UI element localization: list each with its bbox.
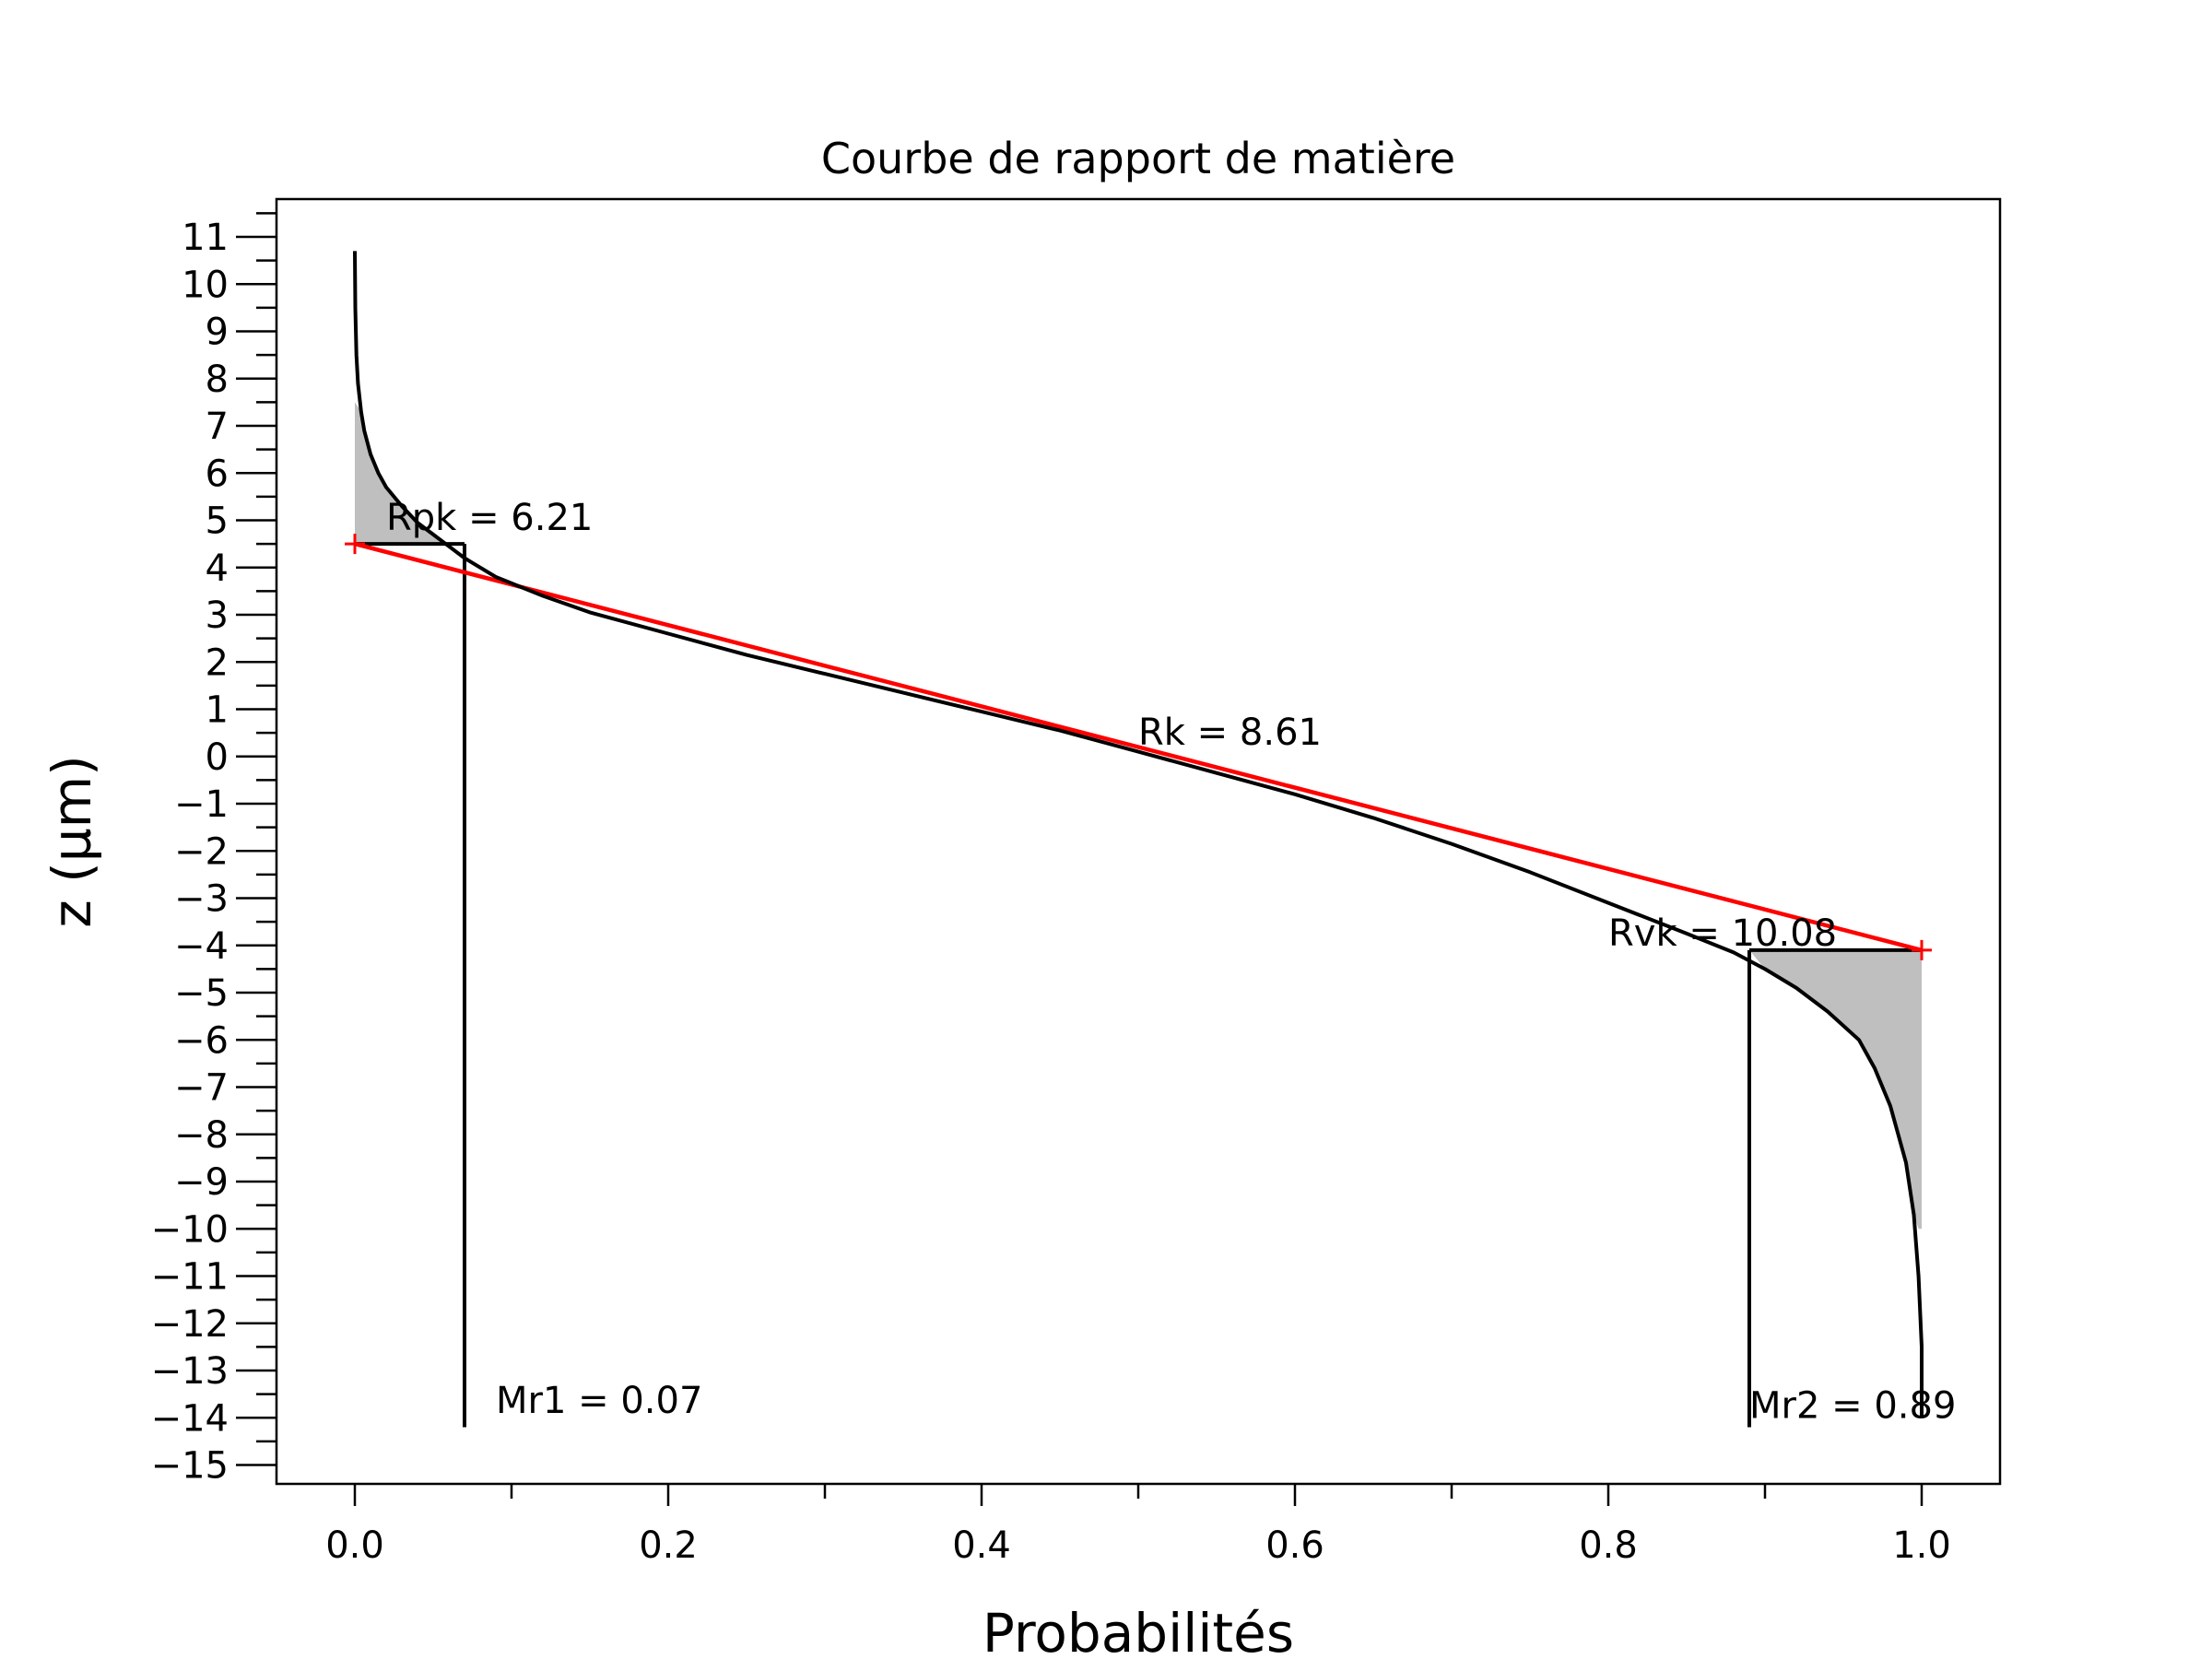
y-axis-label: z (µm): [41, 755, 103, 928]
marker-2: [1912, 939, 1932, 960]
x-tick-label: 1.0: [1892, 1524, 1951, 1567]
y-tick-label: −13: [151, 1350, 229, 1393]
series-equivalent-line: [354, 541, 1923, 953]
y-tick-label: 10: [182, 264, 229, 306]
x-tick-label: 0.2: [639, 1524, 698, 1567]
y-tick-label: −12: [151, 1303, 229, 1346]
shaded-region-1: [355, 402, 465, 547]
y-tick-label: −1: [174, 783, 229, 826]
x-tick-label: 0.0: [325, 1524, 384, 1567]
x-tick-label: 0.8: [1579, 1524, 1638, 1567]
x-tick-label: 0.4: [952, 1524, 1011, 1567]
y-tick-label: −4: [174, 925, 229, 968]
y-tick-label: 0: [206, 736, 229, 779]
y-tick-label: 7: [206, 406, 229, 448]
y-tick-label: 5: [206, 500, 229, 543]
y-tick-label: −2: [174, 830, 229, 873]
y-tick-label: −15: [151, 1445, 229, 1488]
x-axis: 0.0 0.2 0.4 0.6 0.8 1.0: [325, 1484, 1951, 1567]
y-tick-label: −5: [174, 972, 229, 1015]
y-tick-label: 2: [206, 641, 229, 684]
y-tick-label: −9: [174, 1161, 229, 1204]
y-tick-label: 6: [206, 453, 229, 495]
y-tick-label: −7: [174, 1067, 229, 1110]
annotation-5: Mr2 = 0.89: [1749, 1384, 1956, 1427]
y-tick-label: 4: [206, 547, 229, 590]
y-tick-label: −14: [151, 1397, 229, 1440]
annotation-1: Rpk = 6.21: [386, 497, 593, 539]
y-tick-label: 3: [206, 594, 229, 637]
y-tick-label: 8: [206, 359, 229, 401]
y-tick-label: −6: [174, 1019, 229, 1062]
shaded-region-2: [1749, 949, 1922, 1230]
y-tick-label: 9: [206, 312, 229, 354]
y-axis: 11109876543210−1−2−3−4−5−6−7−8−9−10−11−1…: [151, 212, 276, 1488]
x-tick-label: 0.6: [1265, 1524, 1324, 1567]
annotation-3: Rvk = 10.08: [1608, 912, 1837, 955]
chart-title: Courbe de rapport de matière: [821, 134, 1455, 183]
y-tick-label: 11: [182, 217, 229, 259]
annotation-2: Rk = 8.61: [1138, 712, 1322, 754]
y-tick-label: −10: [151, 1208, 229, 1251]
y-tick-label: −11: [151, 1256, 229, 1299]
annotation-4: Mr1 = 0.07: [496, 1380, 702, 1422]
series-material-ratio-curve: [353, 251, 1924, 1418]
plot-area: Rpk = 6.21 Rk = 8.61 Rvk = 10.08 Mr1 = 0.07…: [345, 251, 1956, 1428]
y-tick-label: −3: [174, 878, 229, 921]
x-axis-label: Probabilités: [982, 1602, 1294, 1659]
y-tick-label: 1: [206, 689, 229, 732]
marker-1: [345, 534, 365, 555]
y-tick-label: −8: [174, 1114, 229, 1157]
